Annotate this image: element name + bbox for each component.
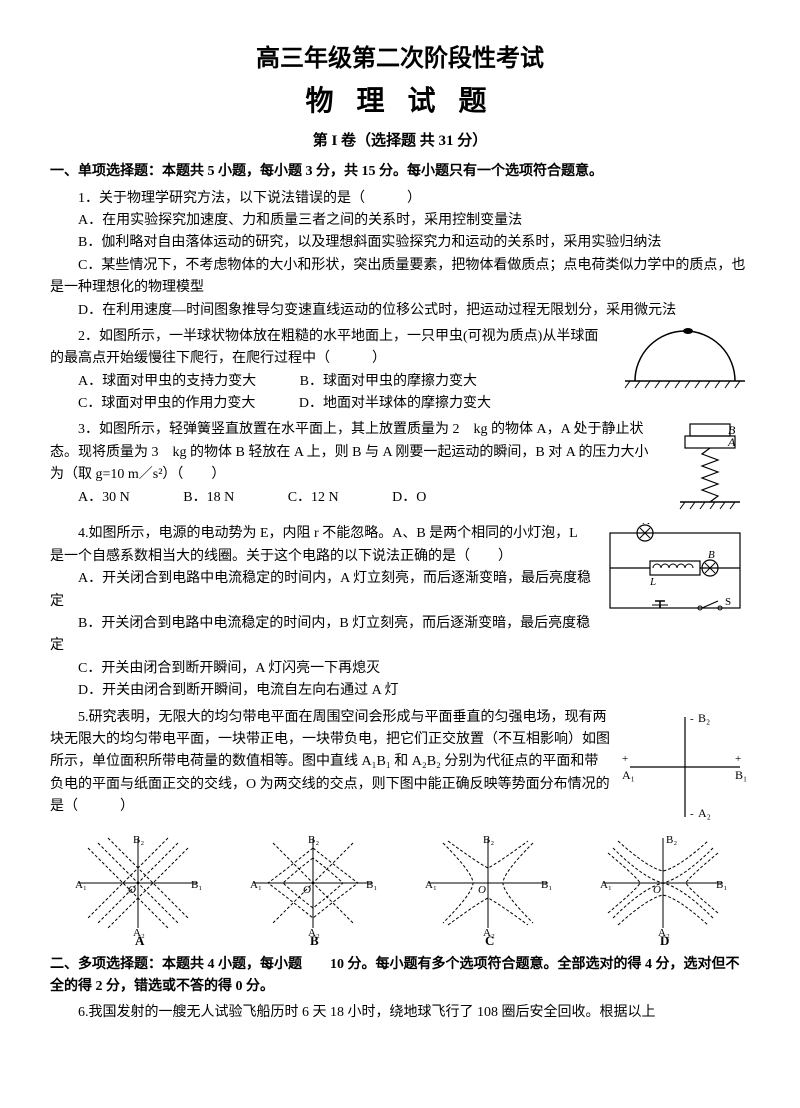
question-1: 1．关于物理学研究方法，以下说法错误的是（ ） A．在用实验探究加速度、力和质量… [50,188,750,322]
q5-fig-B: A₁B₁ B₂A₂ O B [248,833,378,948]
q6-stem: 6.我国发射的一艘无人试验飞船历时 6 天 18 小时，绕地球飞行了 108 圈… [50,1002,750,1024]
svg-text:-: - [690,808,694,820]
q5-options-row: A₁B₁ B₂A₂ O A A₁B₁ B₂A₂ O B [50,833,750,948]
svg-text:+: + [622,753,628,765]
q4-optC: C．开关由闭合到断开瞬间，A 灯闪亮一下再熄灭 [50,658,750,680]
svg-text:A₁: A₁ [425,879,437,891]
svg-text:B₁: B₁ [541,879,552,891]
svg-text:B₂: B₂ [666,834,677,846]
q5-fig-C: A₁B₁ B₂A₂ O C [423,833,553,948]
q3-figure: B A [670,419,750,519]
q3-optD: D．O [392,490,426,505]
svg-text:O: O [478,884,486,896]
section-title: 第 I 卷（选择题 共 31 分） [50,129,750,153]
svg-text:O: O [303,884,311,896]
q1-optC: C．某些情况下，不考虑物体的大小和形状，突出质量要素，把物体看做质点；点电荷类似… [50,255,750,300]
svg-text:A₂: A₂ [698,806,711,820]
svg-text:+: + [735,753,741,765]
svg-text:A: A [135,933,145,948]
svg-text:S: S [725,596,731,608]
q1-stem: 1．关于物理学研究方法，以下说法错误的是（ ） [50,188,750,210]
question-3: B A 3．如图所示，轻弹簧竖直放置在水平面上，其上放置质量为 2 kg 的物体… [50,419,750,519]
svg-text:O: O [128,884,136,896]
q5-fig-D: A₁B₁ B₂A₂ O D [598,833,728,948]
svg-text:B₁: B₁ [716,879,727,891]
q3-opts: A．30 N B．18 N C．12 N D．O [50,487,750,509]
q2-optD: D．地面对半球体的摩擦力变大 [299,396,491,411]
svg-text:B₁: B₁ [366,879,377,891]
svg-text:B₂: B₂ [483,834,494,846]
svg-text:A₁: A₁ [250,879,262,891]
svg-text:D: D [660,933,669,948]
svg-text:B₂: B₂ [133,834,144,846]
q3-optA: A．30 N [78,490,130,505]
q4-figure: A B L S [600,523,750,623]
q5-figure-main: + A₁ + B₁ - B₂ - A₂ [620,707,750,827]
q4-optD: D．开关由闭合到断开瞬间，电流自左向右通过 A 灯 [50,680,750,702]
q1-optA: A．在用实验探究加速度、力和质量三者之间的关系时，采用控制变量法 [50,210,750,232]
section2-header: 二、多项选择题：本题共 4 小题，每小题 10 分。每小题有多个选项符合题意。全… [50,954,750,999]
q2-row2: C．球面对甲虫的作用力变大 D．地面对半球体的摩擦力变大 [50,393,750,415]
svg-text:A: A [642,523,650,527]
q2-optC: C．球面对甲虫的作用力变大 [78,396,255,411]
q3-optB: B．18 N [183,490,234,505]
section1-header: 一、单项选择题：本题共 5 小题，每小题 3 分，共 15 分。每小题只有一个选… [50,161,750,183]
question-4: A B L S 4.如图所示，电源的电动势为 E，内阻 r 不能忽略。A、B 是… [50,523,750,702]
q1-optB: B．伽利略对自由落体运动的研究，以及理想斜面实验探究力和运动的关系时，采用实验归… [50,232,750,254]
q1-optD: D．在利用速度—时间图象推导匀变速直线运动的位移公式时，把运动过程无限划分，采用… [50,300,750,322]
question-6: 6.我国发射的一艘无人试验飞船历时 6 天 18 小时，绕地球飞行了 108 圈… [50,1002,750,1024]
svg-text:A₁: A₁ [75,879,87,891]
svg-text:O: O [653,884,661,896]
svg-text:A: A [727,435,736,449]
svg-text:L: L [649,576,656,588]
svg-text:B₁: B₁ [191,879,202,891]
svg-text:B: B [708,549,715,561]
question-5: + A₁ + B₁ - B₂ - A₂ 5.研究表明，无限大的均匀带电平面在周围… [50,707,750,948]
svg-text:-: - [690,713,694,725]
q5-fig-A: A₁B₁ B₂A₂ O A [73,833,203,948]
q3-optC: C．12 N [288,490,339,505]
question-2: 2．如图所示，一半球状物体放在粗糙的水平地面上，一只甲虫(可视为质点)从半球面的… [50,326,750,416]
svg-text:B: B [310,933,319,948]
q2-optB: B．球面对甲虫的摩擦力变大 [300,374,477,389]
svg-text:C: C [485,933,494,948]
q3-stem: 3．如图所示，轻弹簧竖直放置在水平面上，其上放置质量为 2 kg 的物体 A，A… [50,419,750,486]
exam-title: 高三年级第二次阶段性考试 [50,40,750,78]
q2-optA: A．球面对甲虫的支持力变大 [78,374,256,389]
svg-text:B₂: B₂ [698,711,710,725]
subject-title: 物 理 试 题 [50,80,750,125]
svg-text:A₁: A₁ [622,768,635,782]
svg-text:B₁: B₁ [735,768,747,782]
svg-text:A₁: A₁ [600,879,612,891]
svg-text:B₂: B₂ [308,834,319,846]
q2-figure [620,326,750,396]
